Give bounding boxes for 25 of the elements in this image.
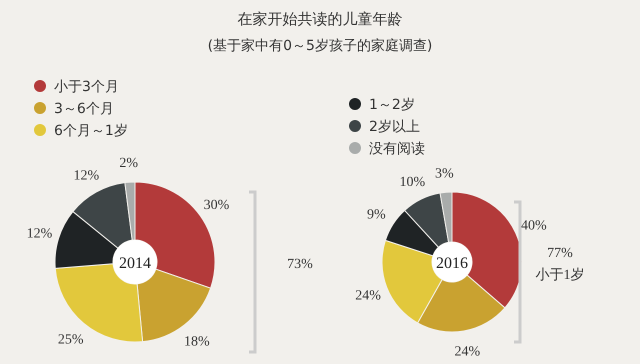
text: (基于家中有0～5岁孩子的家庭调查) [208,38,432,54]
legend-label: 6个月～1岁 [54,123,128,139]
data-label: 40% [521,218,548,234]
data-label: 10% [399,175,426,190]
data-label: 2% [119,156,138,172]
text: 在家开始共读的儿童年龄 [238,10,402,28]
data-label: 3% [434,166,454,182]
data-label: 12% [26,226,53,242]
legend-label: 1～2岁 [369,97,415,113]
data-label: 30% [204,198,230,213]
data-label: 18% [184,334,210,350]
text: 2014 [119,255,151,272]
data-label: 24% [355,288,382,304]
legend-label: 小于3个月 [54,79,119,95]
data-label: 25% [58,332,84,348]
data-label: 24% [454,344,481,360]
text: 2016 [436,255,468,272]
data-label: 12% [74,168,100,184]
legend-label: 3～6个月 [54,101,114,117]
text: 77% [547,246,574,261]
legend-label: 没有阅读 [369,141,425,157]
legend-label: 2岁以上 [369,119,420,135]
text: 小于1岁 [536,267,584,283]
data-label: 9% [366,207,386,222]
text: 73% [287,257,314,272]
